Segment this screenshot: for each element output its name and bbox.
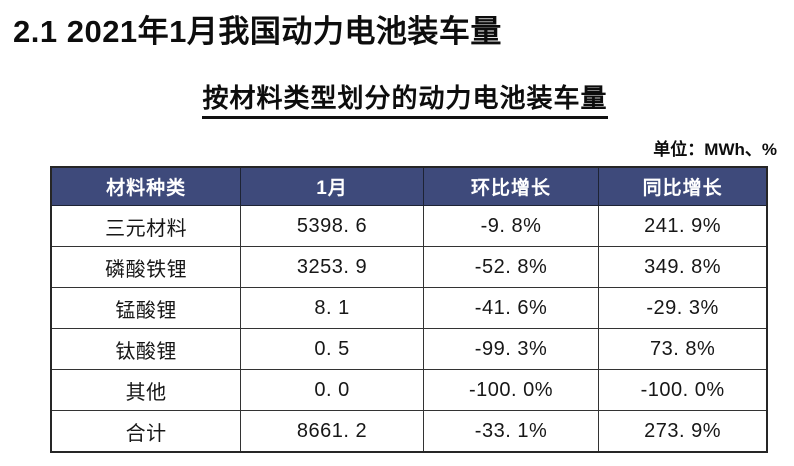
- cell-january-value: 8. 1: [240, 287, 424, 329]
- cell-january-value: 0. 0: [240, 369, 424, 411]
- slide-title: 2.1 2021年1月我国动力电池装车量: [13, 14, 502, 49]
- column-header-mom-growth: 环比增长: [422, 166, 600, 206]
- battery-installation-table: 材料种类 1月 环比增长 同比增长 三元材料 5398. 6 -9. 8% 24…: [50, 166, 768, 453]
- table-row-ternary: 三元材料 5398. 6 -9. 8% 241. 9%: [50, 205, 768, 247]
- cell-mom-growth: -41. 6%: [422, 287, 600, 329]
- cell-yoy-growth: -29. 3%: [598, 287, 768, 329]
- unit-note: 单位：MWh、%: [653, 140, 777, 159]
- cell-january-value: 3253. 9: [240, 246, 424, 288]
- column-header-january: 1月: [240, 166, 424, 206]
- cell-material: 合计: [50, 410, 242, 453]
- cell-mom-growth: -99. 3%: [422, 328, 600, 370]
- cell-material: 锰酸锂: [50, 287, 242, 329]
- cell-mom-growth: -52. 8%: [422, 246, 600, 288]
- column-header-material-type: 材料种类: [50, 166, 242, 206]
- cell-material: 钛酸锂: [50, 328, 242, 370]
- table-row-lmo: 锰酸锂 8. 1 -41. 6% -29. 3%: [50, 287, 768, 329]
- cell-yoy-growth: 349. 8%: [598, 246, 768, 288]
- cell-material: 其他: [50, 369, 242, 411]
- cell-material: 三元材料: [50, 205, 242, 247]
- table-row-total: 合计 8661. 2 -33. 1% 273. 9%: [50, 410, 768, 453]
- cell-yoy-growth: -100. 0%: [598, 369, 768, 411]
- cell-material: 磷酸铁锂: [50, 246, 242, 288]
- cell-mom-growth: -100. 0%: [422, 369, 600, 411]
- table-header-row: 材料种类 1月 环比增长 同比增长: [50, 166, 768, 206]
- cell-january-value: 5398. 6: [240, 205, 424, 247]
- cell-yoy-growth: 73. 8%: [598, 328, 768, 370]
- cell-january-value: 0. 5: [240, 328, 424, 370]
- cell-yoy-growth: 273. 9%: [598, 410, 768, 453]
- table-title: 按材料类型划分的动力电池装车量: [202, 78, 608, 119]
- cell-mom-growth: -9. 8%: [422, 205, 600, 247]
- cell-mom-growth: -33. 1%: [422, 410, 600, 453]
- table-row-lto: 钛酸锂 0. 5 -99. 3% 73. 8%: [50, 328, 768, 370]
- subtitle-container: 按材料类型划分的动力电池装车量: [8, 78, 794, 119]
- table-row-other: 其他 0. 0 -100. 0% -100. 0%: [50, 369, 768, 411]
- cell-yoy-growth: 241. 9%: [598, 205, 768, 247]
- table-row-lfp: 磷酸铁锂 3253. 9 -52. 8% 349. 8%: [50, 246, 768, 288]
- cell-january-value: 8661. 2: [240, 410, 424, 453]
- column-header-yoy-growth: 同比增长: [598, 166, 768, 206]
